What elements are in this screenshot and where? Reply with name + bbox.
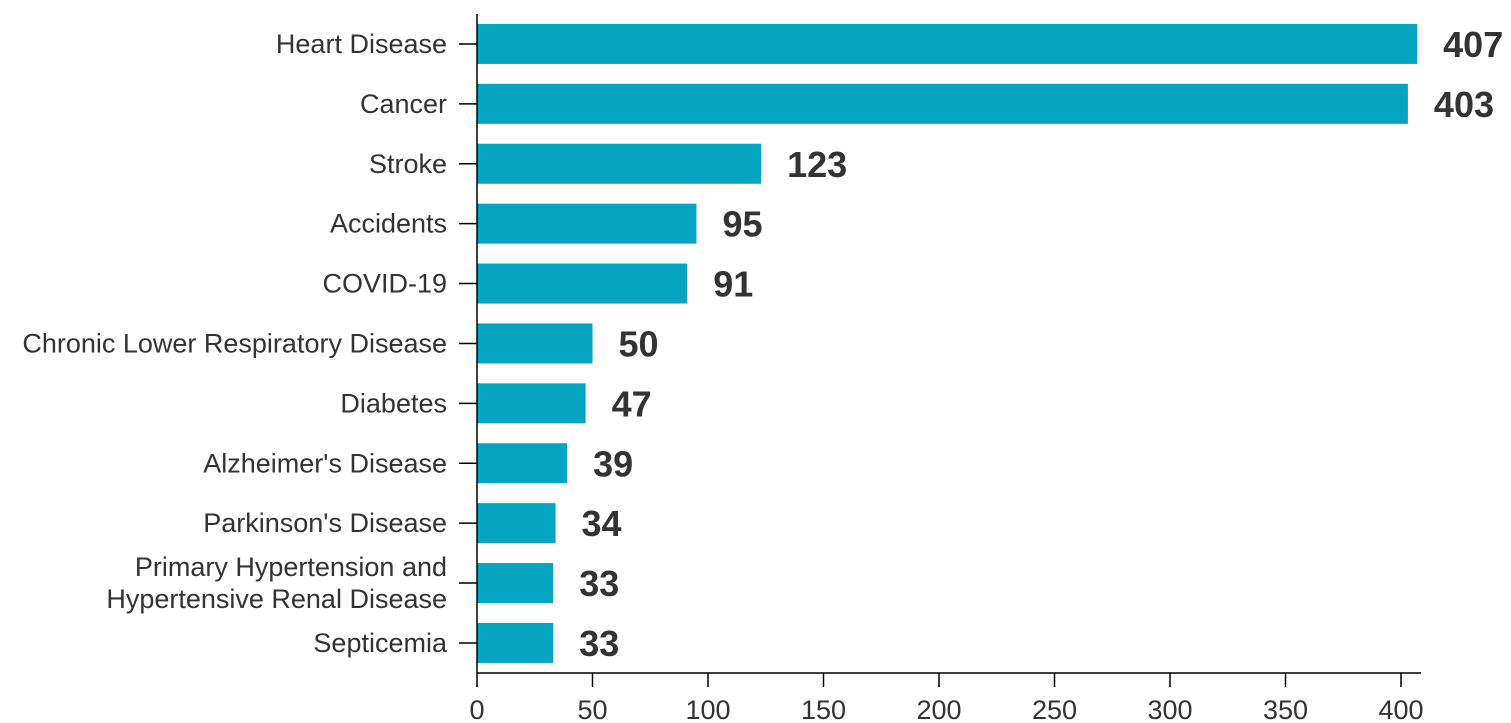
bar (477, 503, 556, 544)
bar-value-label: 33 (579, 623, 619, 664)
bar (477, 263, 688, 304)
x-tick-label: 400 (1378, 695, 1423, 723)
category-label: Chronic Lower Respiratory Disease (22, 328, 447, 358)
bars-layer (477, 23, 1418, 663)
x-tick-label: 50 (577, 695, 607, 723)
category-label: Diabetes (340, 388, 447, 418)
bar-value-label: 407 (1443, 24, 1503, 65)
x-tick-label: 150 (801, 695, 846, 723)
bar-value-label: 39 (593, 443, 633, 484)
bar-value-label: 33 (579, 563, 619, 604)
category-label: Septicemia (313, 628, 448, 658)
category-label: Alzheimer's Disease (203, 448, 447, 478)
x-tick-label: 100 (685, 695, 730, 723)
bar-value-label: 50 (619, 323, 659, 364)
bar-value-label: 95 (722, 204, 762, 245)
bar (477, 323, 593, 364)
bar-value-label: 34 (582, 503, 622, 544)
x-tick-label: 350 (1263, 695, 1308, 723)
axes-layer: 0 50 100 150 200 250 300 350 400 (459, 14, 1424, 723)
bar (477, 383, 586, 424)
x-tick-label: 200 (916, 695, 961, 723)
bar-value-label: 403 (1434, 84, 1494, 125)
category-label: Parkinson's Disease (203, 508, 447, 538)
category-label: COVID-19 (322, 269, 447, 299)
bar (477, 83, 1408, 124)
value-labels-layer: 407 403 123 95 91 50 47 39 34 33 33 (579, 24, 1503, 664)
bar (477, 622, 554, 663)
x-tick-label: 250 (1032, 695, 1077, 723)
category-labels-layer: Heart Disease Cancer Stroke Accidents COVID-… (22, 29, 448, 658)
bar-value-label: 91 (713, 264, 753, 305)
category-label: Heart Disease (276, 29, 447, 59)
category-label: Accidents (330, 209, 447, 239)
x-tick-label: 0 (469, 695, 484, 723)
bar-value-label: 123 (787, 144, 847, 185)
bar (477, 563, 554, 604)
bar (477, 203, 697, 244)
x-tick-label: 300 (1147, 695, 1192, 723)
bar (477, 443, 568, 484)
category-label: Stroke (369, 149, 447, 179)
bar-value-label: 47 (612, 383, 652, 424)
category-label: Cancer (360, 89, 447, 119)
bar (477, 143, 762, 184)
bar (477, 23, 1418, 64)
category-label: Primary Hypertension and Hypertensive Ren… (106, 552, 447, 614)
